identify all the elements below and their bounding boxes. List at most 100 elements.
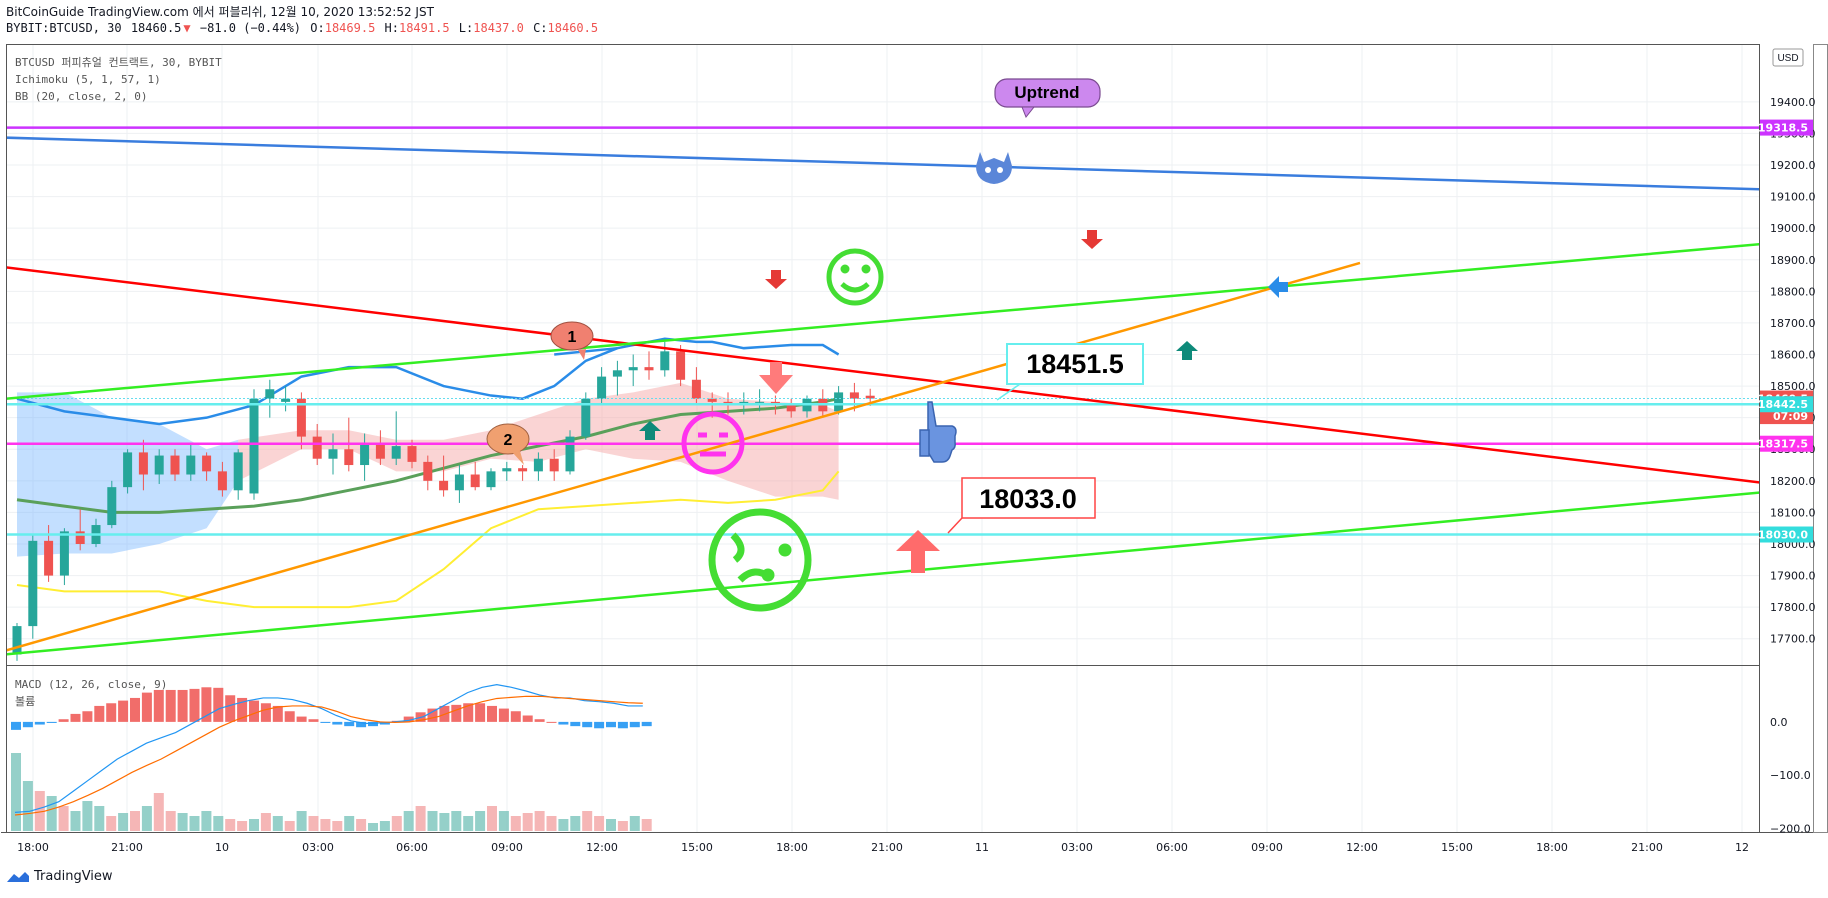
volume-bar <box>94 806 105 831</box>
macd-histogram-bar <box>296 716 307 722</box>
candle-body <box>202 455 212 472</box>
price-tick: 18800.0 <box>1770 285 1816 298</box>
volume-bar <box>201 811 212 831</box>
time-tick: 12 <box>1735 841 1749 854</box>
macd-histogram-bar <box>629 721 640 728</box>
candle-body <box>691 379 701 399</box>
macd-histogram-bar <box>594 721 605 729</box>
low-label: L: <box>458 21 474 35</box>
legend-symbol: BTCUSD 퍼피츄얼 컨트랙트, 30, BYBIT <box>15 55 222 69</box>
high-label: H: <box>384 21 399 35</box>
price-tick: 18500.0 <box>1770 380 1816 393</box>
time-tick: 21:00 <box>111 841 143 854</box>
candle-body <box>439 480 449 491</box>
tradingview-footer[interactable]: TradingView <box>6 869 113 884</box>
macd-axis[interactable]: 0.0 −100.0 −200.0 <box>1770 716 1811 835</box>
volume-bar <box>189 816 200 831</box>
legend-ichimoku[interactable]: Ichimoku (5, 1, 57, 1) <box>15 73 161 86</box>
macd-histogram-bar <box>368 721 378 727</box>
macd-histogram-bar <box>606 721 616 728</box>
price-label-bg <box>1760 435 1813 452</box>
legend-volume[interactable]: 볼륨 <box>15 695 35 708</box>
volume-bar <box>11 753 21 831</box>
macd-histogram-bar <box>534 719 545 722</box>
candle-body <box>123 452 133 488</box>
volume-bar <box>368 823 378 831</box>
macd-tick: −200.0 <box>1770 822 1811 835</box>
uptrend-callout[interactable]: Uptrend <box>994 78 1101 118</box>
volume-bar <box>558 819 569 831</box>
time-tick: 09:00 <box>491 841 523 854</box>
price-callout-18451[interactable]: 18451.5 <box>996 343 1144 401</box>
macd-histogram-bar <box>272 705 283 722</box>
candle-body <box>407 446 417 462</box>
candle-body <box>217 471 227 491</box>
volume-bar <box>463 816 474 831</box>
macd-histogram-bar <box>284 711 295 722</box>
volume-bar <box>606 819 616 831</box>
candle-body <box>518 468 528 472</box>
legend-bb[interactable]: BB (20, close, 2, 0) <box>15 90 147 103</box>
price-label: 18317.5 <box>1758 438 1808 451</box>
thumbs-up-icon <box>919 401 957 463</box>
volume-bar <box>498 811 509 831</box>
last-price: 18460.5 <box>130 21 182 35</box>
currency-badge[interactable]: USD <box>1772 48 1804 67</box>
right-frame <box>1813 44 1828 833</box>
price-callout-18033[interactable]: 18033.0 <box>947 477 1096 534</box>
macd-histogram-bar <box>498 708 509 722</box>
macd-histogram-bar <box>201 687 212 722</box>
volume-bar <box>106 816 117 831</box>
price-tick: 19200.0 <box>1770 159 1816 172</box>
time-tick: 03:00 <box>302 841 334 854</box>
drawings[interactable]: Uptrend 18451.5 18033.0 1 2 <box>486 78 1288 612</box>
candle-body <box>12 626 22 655</box>
candle-body <box>865 395 875 399</box>
callout-18033-label: 18033.0 <box>979 484 1077 514</box>
neutral-face-icon <box>681 411 745 475</box>
time-tick: 10 <box>215 841 229 854</box>
time-axis[interactable]: 18:00 21:00 10 03:00 06:00 09:00 12:00 15:00 18:… <box>17 841 1749 854</box>
volume-bar <box>415 806 426 831</box>
trend-lines[interactable] <box>0 136 1828 661</box>
price-axis[interactable]: 19400.019300.019200.019100.019000.018900… <box>1758 96 1816 646</box>
volume-bar <box>237 821 248 831</box>
volume-bar <box>177 813 188 831</box>
volume-bar <box>582 811 593 831</box>
candle-body <box>391 446 401 459</box>
volume-bar <box>22 781 33 831</box>
macd-histogram-bar <box>475 703 486 722</box>
arrow-left-icon <box>1268 276 1288 298</box>
volume-bar <box>510 816 521 831</box>
macd-histogram-bar <box>153 689 164 722</box>
macd-histogram-bar <box>487 705 497 722</box>
macd-histogram-bar <box>546 721 557 723</box>
macd-histogram-bar <box>641 721 652 727</box>
macd-histogram-bar <box>165 689 176 722</box>
macd-histogram-bar <box>522 715 533 722</box>
candle-body <box>454 474 464 491</box>
macd-histogram-bar <box>22 721 33 728</box>
legend-macd[interactable]: MACD (12, 26, close, 9) <box>15 678 167 691</box>
macd-histogram-bar <box>58 719 69 722</box>
candle-body <box>834 392 844 412</box>
macd-histogram-bar <box>130 697 140 722</box>
horizontal-lines[interactable] <box>7 126 1759 536</box>
volume-bar <box>546 816 557 831</box>
currency-label: USD <box>1777 53 1798 64</box>
marker-1[interactable]: 1 <box>550 321 594 360</box>
marker-2[interactable]: 2 <box>486 423 530 465</box>
time-tick: 18:00 <box>17 841 49 854</box>
macd-histogram-bar <box>558 721 569 725</box>
arrow-down-icon <box>759 362 793 394</box>
volume-bar <box>534 811 545 831</box>
macd-tick: 0.0 <box>1770 716 1788 729</box>
trend-line <box>7 266 1759 484</box>
volume-bar <box>130 811 140 831</box>
macd-histogram-bar <box>344 721 355 727</box>
volume-bar <box>308 816 319 831</box>
volume-bar <box>487 806 497 831</box>
volume-bar <box>118 813 129 831</box>
volume-bar <box>522 813 533 831</box>
